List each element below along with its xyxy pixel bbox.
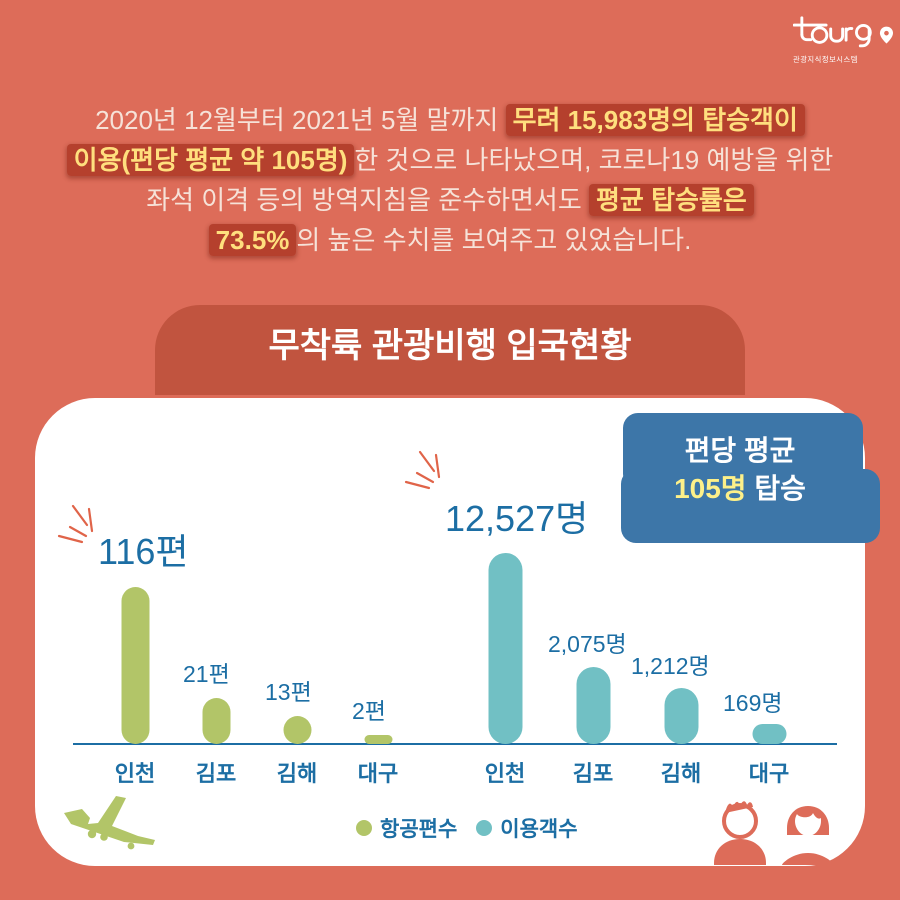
svg-text:116편: 116편 xyxy=(98,531,189,572)
svg-text:인천: 인천 xyxy=(115,761,155,786)
svg-text:대구: 대구 xyxy=(358,761,398,786)
svg-text:2,075명: 2,075명 xyxy=(548,631,627,657)
svg-text:2편: 2편 xyxy=(352,698,386,724)
svg-text:김해: 김해 xyxy=(661,761,701,786)
svg-text:대구: 대구 xyxy=(749,761,789,786)
svg-text:12,527명: 12,527명 xyxy=(445,498,588,539)
svg-text:인천: 인천 xyxy=(485,761,525,786)
svg-text:1,212명: 1,212명 xyxy=(631,653,710,679)
svg-text:김포: 김포 xyxy=(573,761,613,786)
svg-text:169명: 169명 xyxy=(723,690,783,716)
svg-text:김해: 김해 xyxy=(277,761,317,786)
svg-text:21편: 21편 xyxy=(183,661,230,687)
svg-text:김포: 김포 xyxy=(196,761,236,786)
svg-text:13편: 13편 xyxy=(265,679,312,705)
